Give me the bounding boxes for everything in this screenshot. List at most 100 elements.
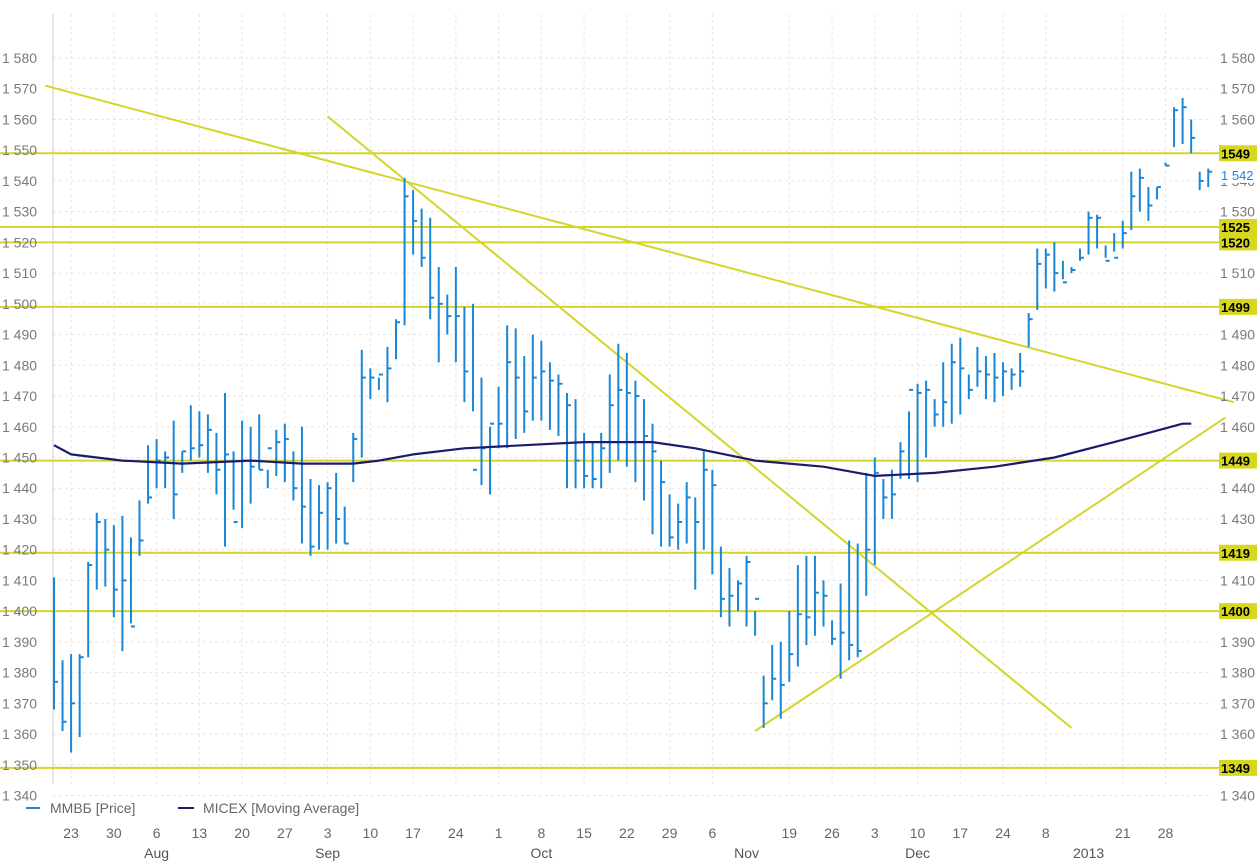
horizontal-levels xyxy=(0,152,1257,769)
x-tick-label-day: 3 xyxy=(324,825,332,841)
price-bar xyxy=(61,660,67,731)
level-label-badge xyxy=(1219,145,1257,162)
y-tick-label-right: 1 430 xyxy=(1220,511,1255,527)
y-tick-label-left: 1 570 xyxy=(2,81,37,97)
price-bar xyxy=(993,353,999,403)
y-tick-label-left: 1 450 xyxy=(2,449,37,465)
x-tick-label-day: 8 xyxy=(1042,825,1050,841)
price-bar xyxy=(506,325,512,449)
y-tick-label-left: 1 390 xyxy=(2,634,37,650)
trend-line xyxy=(45,84,1235,404)
y-tick-label-right: 1 440 xyxy=(1220,480,1255,496)
price-bar xyxy=(548,362,554,430)
price-bar xyxy=(856,543,862,658)
level-label-text: 1520 xyxy=(1221,235,1250,250)
price-bars xyxy=(53,97,1213,753)
price-bar xyxy=(1181,97,1187,145)
price-bar xyxy=(984,356,990,400)
price-bar xyxy=(1036,248,1042,310)
price-bar xyxy=(360,349,366,458)
x-tick-label-day: 22 xyxy=(619,825,635,841)
price-bar xyxy=(959,337,965,415)
price-bar xyxy=(531,334,537,421)
x-tick-label-month: Dec xyxy=(905,845,930,861)
y-tick-label-left: 1 580 xyxy=(2,50,37,66)
level-label-text: 1349 xyxy=(1221,761,1250,776)
price-bar xyxy=(489,422,495,495)
price-bar xyxy=(437,266,443,363)
price-bar xyxy=(343,506,349,545)
price-bar xyxy=(326,482,332,550)
level-label-badge xyxy=(1219,234,1257,251)
level-label-badge xyxy=(1219,603,1257,620)
price-bar xyxy=(831,620,837,645)
x-tick-label-day: 27 xyxy=(277,825,293,841)
price-bar xyxy=(1207,168,1213,188)
price-bar xyxy=(642,399,648,501)
price-bar xyxy=(1053,242,1059,292)
y-tick-label-left: 1 510 xyxy=(2,265,37,281)
y-tick-label-left: 1 460 xyxy=(2,419,37,435)
y-tick-label-right: 1 580 xyxy=(1220,50,1255,66)
price-bar xyxy=(1173,107,1179,148)
price-bar xyxy=(882,479,888,519)
price-bar xyxy=(1198,171,1204,191)
price-bar xyxy=(1019,353,1025,387)
price-bar xyxy=(848,540,854,661)
price-bar xyxy=(574,399,580,489)
price-bar xyxy=(300,426,306,544)
price-bar xyxy=(890,469,896,519)
y-tick-label-left: 1 520 xyxy=(2,234,37,250)
price-bar xyxy=(1190,119,1196,154)
price-bar xyxy=(796,565,802,667)
price-bar xyxy=(566,392,571,489)
x-tick-label-month: Nov xyxy=(734,845,759,861)
price-bar xyxy=(514,328,520,440)
price-bar xyxy=(164,451,170,489)
price-bar xyxy=(822,580,828,627)
price-bar xyxy=(266,447,272,489)
x-tick-label-day: 3 xyxy=(871,825,879,841)
price-bar xyxy=(112,525,118,618)
y-tick-label-left: 1 550 xyxy=(2,142,37,158)
y-tick-label-right: 1 480 xyxy=(1220,357,1255,373)
y-tick-label-left: 1 440 xyxy=(2,480,37,496)
level-label-text: 1549 xyxy=(1221,146,1250,161)
price-bar xyxy=(1121,220,1127,249)
price-bar xyxy=(181,450,187,473)
price-bar xyxy=(497,386,503,449)
price-bar xyxy=(454,266,460,363)
price-bar xyxy=(412,190,418,255)
price-bar xyxy=(429,217,435,320)
price-bar xyxy=(1164,162,1170,167)
price-bar xyxy=(933,399,939,427)
price-bar xyxy=(369,368,375,400)
x-tick-label-day: 8 xyxy=(537,825,545,841)
price-bar xyxy=(1104,245,1110,262)
x-tick-label-month: Oct xyxy=(530,845,552,861)
price-bar xyxy=(121,515,127,652)
price-bar xyxy=(839,583,845,679)
y-tick-label-right: 1 530 xyxy=(1220,204,1255,220)
x-tick-label-day: 6 xyxy=(153,825,161,841)
price-bar xyxy=(1061,260,1067,284)
y-tick-label-right: 1 460 xyxy=(1220,419,1255,435)
y-tick-label-left: 1 480 xyxy=(2,357,37,373)
price-bar xyxy=(608,374,614,473)
price-bar xyxy=(352,432,358,483)
y-tick-label-right: 1 490 xyxy=(1220,327,1255,343)
price-bar xyxy=(1130,171,1136,231)
price-bar xyxy=(1087,211,1093,255)
price-bar xyxy=(138,500,144,556)
price-bar xyxy=(95,512,101,590)
y-tick-label-right: 1 390 xyxy=(1220,634,1255,650)
price-bar xyxy=(916,383,922,483)
price-bar xyxy=(719,546,725,618)
price-bar xyxy=(950,343,956,424)
level-label-text: 1400 xyxy=(1221,604,1250,619)
price-bar xyxy=(53,577,58,710)
price-bar xyxy=(771,644,777,701)
y-tick-label-right: 1 360 xyxy=(1220,726,1255,742)
